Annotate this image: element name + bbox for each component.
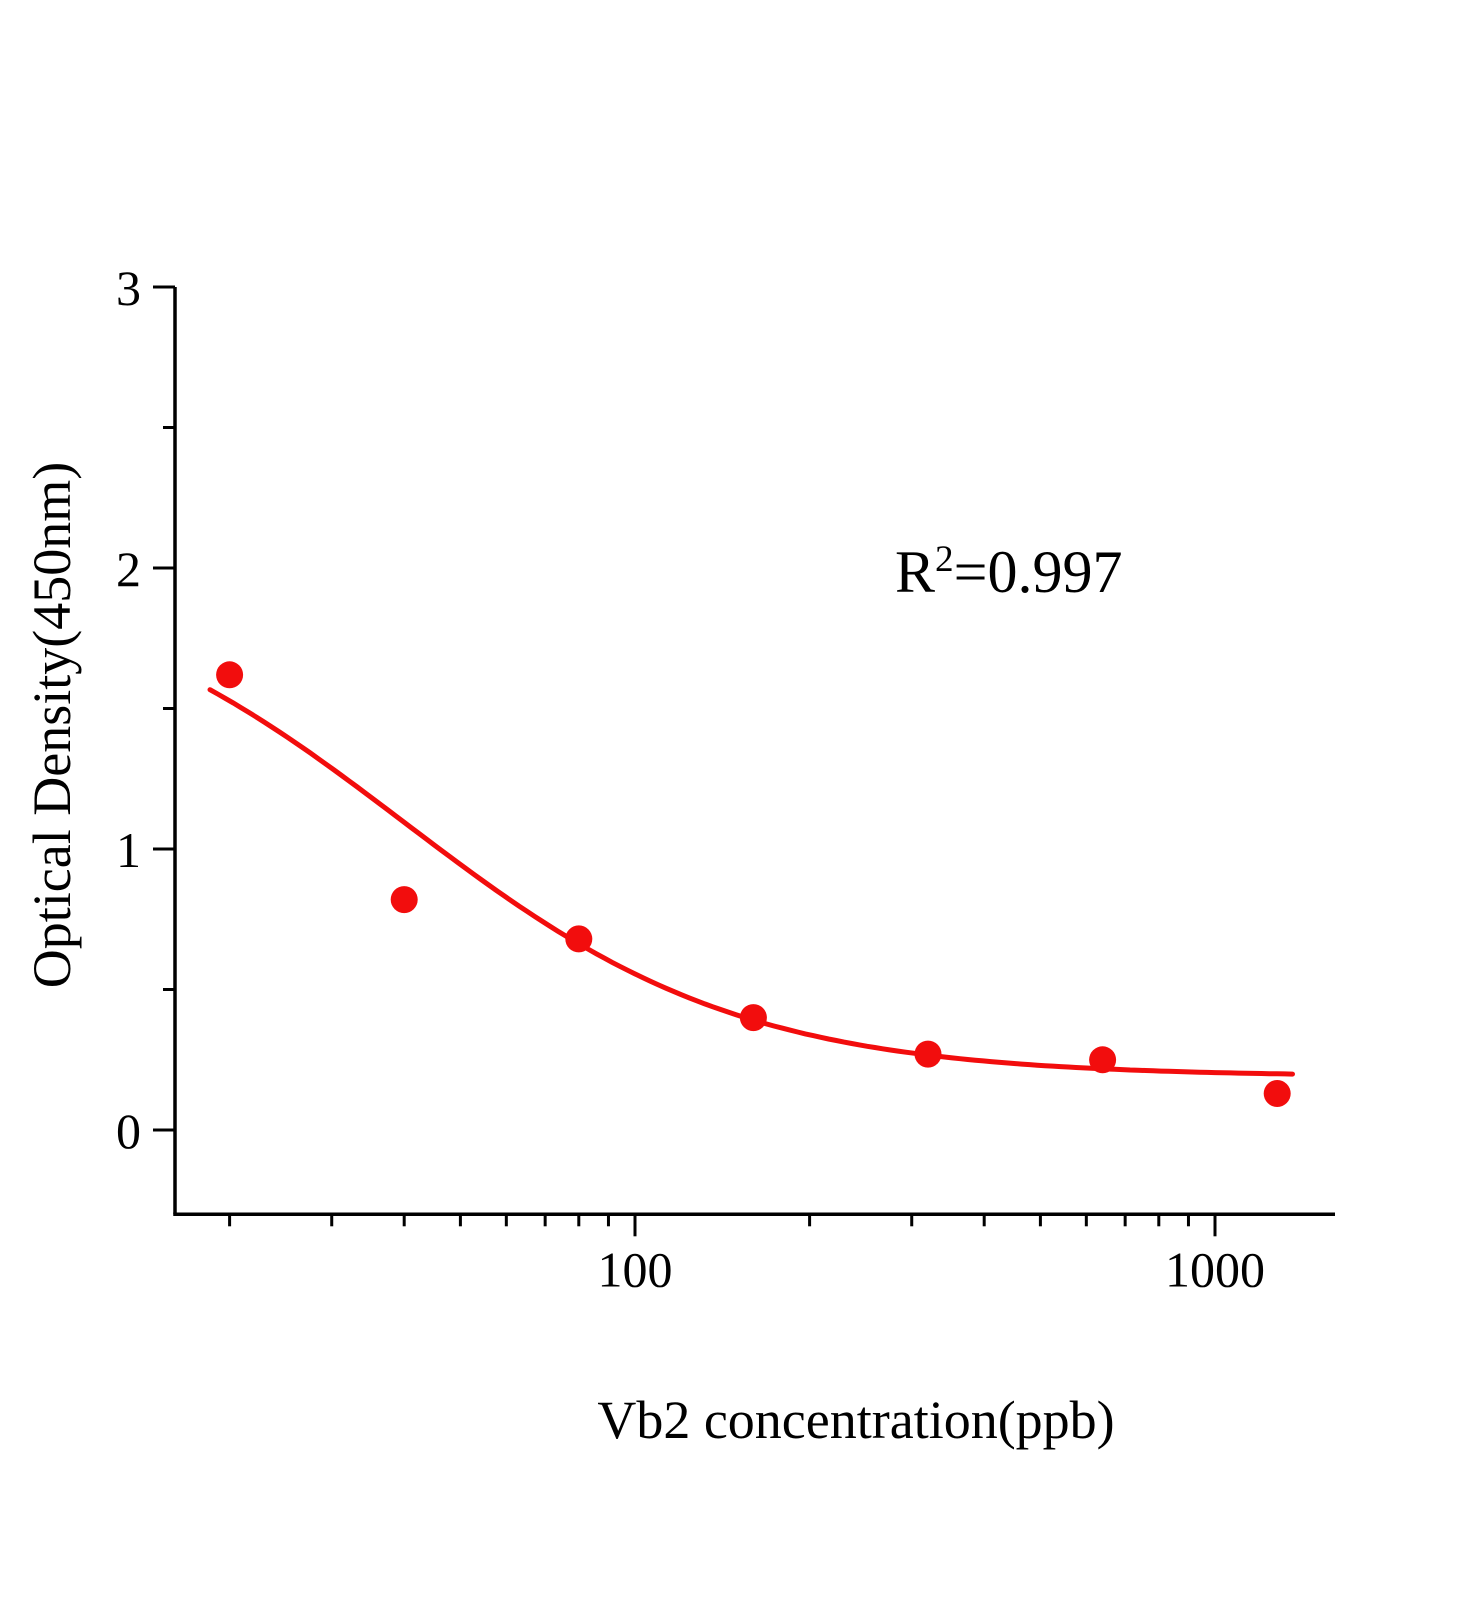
y-tick-label: 1 xyxy=(116,822,141,878)
r-squared-base: R xyxy=(895,539,936,605)
y-tick-label: 3 xyxy=(116,260,141,316)
data-point xyxy=(216,661,244,689)
y-tick-label: 2 xyxy=(116,541,141,597)
x-tick-label: 1000 xyxy=(1165,1241,1265,1297)
r-squared-superscript: 2 xyxy=(935,539,954,580)
data-point xyxy=(739,1004,767,1032)
x-axis-label: Vb2 concentration(ppb) xyxy=(597,1390,1115,1450)
data-point xyxy=(1089,1046,1117,1074)
y-tick-label: 0 xyxy=(116,1103,141,1159)
x-tick-label: 100 xyxy=(598,1241,673,1297)
data-point xyxy=(1263,1080,1291,1107)
data-point xyxy=(914,1040,942,1068)
data-point xyxy=(390,886,418,914)
r-squared-annotation: R2=0.997 xyxy=(895,538,1122,607)
y-axis-label: Optical Density(450nm) xyxy=(22,461,82,989)
data-point xyxy=(565,925,593,953)
r-squared-value: =0.997 xyxy=(953,539,1123,605)
